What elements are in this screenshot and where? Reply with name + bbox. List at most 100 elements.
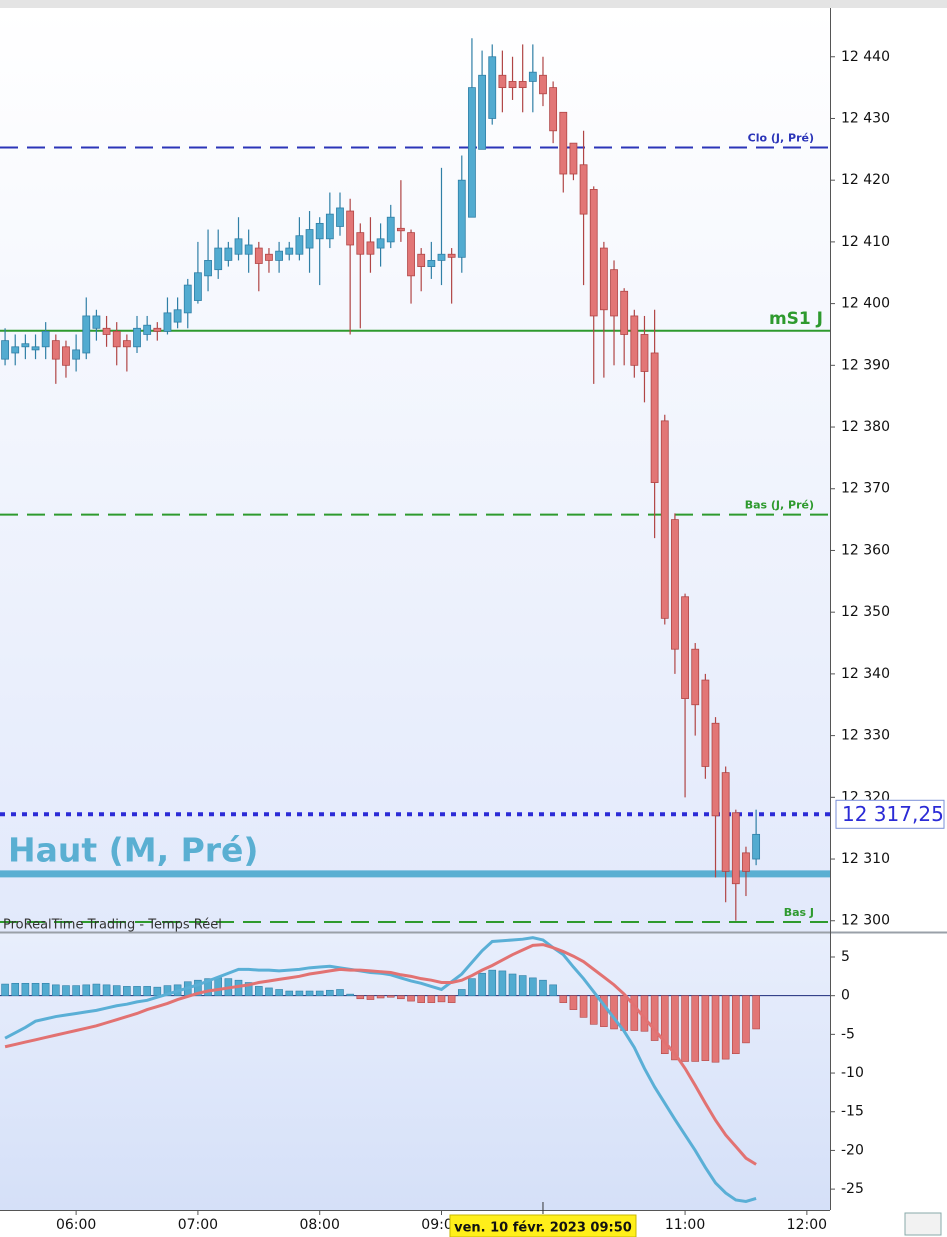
candle-body [407, 232, 415, 277]
candle-body [660, 420, 669, 619]
candle-body [579, 164, 588, 215]
candle-body [549, 87, 558, 132]
candle-body [295, 235, 304, 255]
x-tick-label: 06:00 [56, 1217, 96, 1233]
histogram-bar [732, 995, 740, 1055]
histogram-bar [356, 995, 365, 1000]
y-tick-label: 12 400 [841, 296, 890, 312]
macd-line [4, 936, 757, 1204]
candle-body [559, 111, 568, 175]
candle-body [254, 247, 263, 264]
candle-body [468, 87, 476, 218]
candle-body [701, 679, 710, 767]
y-tick-label: -15 [841, 1104, 864, 1120]
histogram-bar [468, 978, 476, 996]
candle-body [488, 56, 497, 119]
histogram-bar [508, 973, 517, 996]
candle-body [122, 340, 131, 348]
y-tick-label: -5 [841, 1026, 855, 1042]
histogram-bar [488, 969, 497, 996]
toolbar [0, 0, 947, 8]
candle-body [285, 247, 294, 255]
candle-body [396, 227, 405, 232]
candle-body [234, 238, 243, 255]
candle-body [183, 284, 192, 314]
candle-body [346, 210, 355, 246]
candle-body [163, 312, 172, 332]
candle-body [143, 324, 152, 335]
histogram-bar [397, 995, 405, 1000]
histogram-bar [752, 995, 760, 1030]
candle-body [457, 179, 466, 258]
candle-body [315, 222, 324, 240]
candle-body [82, 315, 91, 354]
histogram-bar [660, 995, 669, 1055]
level-label: Bas (J, Pré) [745, 499, 814, 512]
candle-body [742, 852, 750, 872]
candle-body [153, 327, 162, 332]
macd-line [4, 943, 757, 1166]
histogram-bar [255, 986, 263, 996]
candle-body [610, 269, 618, 317]
histogram-bar [315, 990, 324, 996]
candle-body [518, 81, 527, 89]
histogram-bar [366, 995, 375, 1000]
histogram-bar [610, 995, 618, 1030]
histogram-bar [630, 995, 639, 1031]
last-price-label: 12 317,25 [842, 802, 944, 826]
histogram-bar [326, 989, 334, 996]
y-tick-label: 12 380 [841, 419, 890, 435]
histogram-bar [407, 995, 415, 1002]
histogram-bar [123, 986, 131, 996]
candle-body [498, 74, 507, 89]
level-label: mS1 J [769, 309, 823, 329]
histogram-bar [112, 985, 121, 996]
histogram-bar [102, 984, 111, 996]
histogram-bar [549, 984, 557, 996]
y-tick-label: 12 420 [841, 172, 890, 188]
level-label: Haut (M, Pré) [8, 830, 259, 869]
candle-body [681, 596, 689, 699]
y-tick-label: -10 [841, 1065, 864, 1081]
candle-body [589, 189, 598, 317]
candle-body [620, 290, 629, 335]
histogram-bar [620, 995, 628, 1031]
candle-body [417, 253, 426, 267]
export-button[interactable] [904, 1212, 942, 1236]
histogram-bar [447, 995, 456, 1003]
candle-body [51, 340, 60, 360]
histogram-bar [41, 982, 50, 996]
y-tick-label: 12 330 [841, 728, 890, 744]
y-tick-label: 12 350 [841, 604, 890, 620]
candle-body [133, 327, 141, 348]
candle-body [508, 81, 517, 89]
histogram-bar [21, 982, 30, 996]
y-tick-label: 5 [841, 949, 850, 965]
candle-body [630, 315, 639, 366]
candle-body [376, 238, 385, 249]
level-label: Clo (J, Pré) [748, 131, 814, 144]
candle-body [437, 253, 446, 261]
histogram-bar [31, 982, 40, 996]
y-tick-label: 12 360 [841, 542, 890, 558]
y-tick-label: 12 310 [841, 851, 890, 867]
candle-body [112, 330, 121, 348]
histogram-bar [72, 985, 80, 996]
histogram-bar [498, 970, 507, 996]
candle-body [204, 260, 212, 277]
candle-body [447, 253, 456, 258]
candle-body [244, 244, 253, 255]
candle-body [569, 142, 578, 175]
histogram-bar [82, 984, 91, 996]
candle-body [214, 247, 223, 271]
y-tick-label: 12 440 [841, 49, 890, 65]
histogram-bar [265, 987, 273, 996]
candle-body [275, 250, 284, 261]
candle-body [11, 346, 20, 354]
price-panel [0, 8, 830, 932]
candle-body [752, 833, 761, 860]
candle-body [41, 330, 50, 348]
x-tick-label: 11:00 [665, 1217, 705, 1233]
candle-body [478, 74, 486, 150]
